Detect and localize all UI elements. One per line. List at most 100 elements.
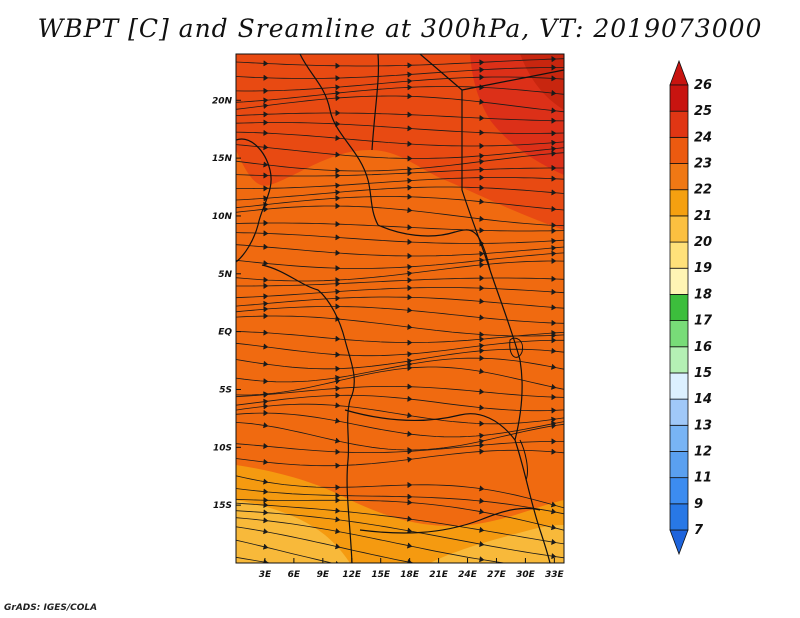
streamline-arrow: [263, 144, 269, 151]
streamline-arrow: [407, 193, 413, 200]
streamline-arrow: [407, 277, 413, 284]
streamline: [236, 131, 564, 147]
streamline-arrow: [263, 501, 269, 509]
streamline: [236, 412, 564, 438]
streamline: [236, 517, 508, 563]
streamline-arrow: [407, 284, 413, 292]
streamline-arrow: [263, 306, 269, 313]
streamline-arrow: [479, 66, 485, 73]
streamline-arrow: [407, 93, 413, 100]
colorbar-label: 19: [694, 261, 712, 276]
streamline-arrow: [407, 323, 413, 331]
streamline: [236, 331, 564, 343]
streamline: [236, 177, 564, 189]
streamline-arrow: [407, 412, 413, 419]
streamline: [236, 403, 564, 425]
colorbar-swatch: [669, 451, 689, 479]
streamline-arrow: [551, 222, 557, 229]
streamline-arrow: [551, 117, 557, 124]
streamline-arrow: [407, 270, 413, 277]
streamline-arrow: [479, 336, 485, 343]
streamline-arrow: [551, 407, 557, 414]
streamline-arrow: [407, 238, 413, 246]
colorbar-swatch: [669, 215, 689, 243]
streamline: [236, 95, 564, 113]
streamline-arrow: [551, 164, 557, 172]
field-zone-southeast: [430, 525, 564, 563]
streamline-arrow: [479, 166, 485, 173]
streamline: [236, 306, 564, 324]
streamline-arrow: [335, 335, 341, 342]
streamline-arrow: [263, 119, 269, 126]
streamline-arrow: [335, 172, 341, 179]
map-panel: [236, 54, 564, 575]
streamline-arrow: [551, 288, 557, 296]
streamline-arrow: [263, 206, 269, 213]
streamline-arrow: [407, 307, 413, 314]
streamline: [236, 441, 564, 453]
streamline-arrow: [407, 184, 413, 191]
streamline-arrow: [407, 125, 413, 132]
streamline-arrow: [551, 237, 557, 245]
streamline-arrow: [551, 337, 557, 344]
colorbar-label: 18: [694, 287, 712, 302]
streamline-arrow: [551, 319, 557, 327]
streamline-arrow: [407, 224, 413, 231]
streamline-arrow: [479, 184, 485, 191]
streamline-arrow: [335, 220, 341, 228]
streamline: [236, 152, 564, 172]
streamline-arrow: [263, 300, 269, 307]
streamline-arrow: [551, 553, 557, 560]
streamline-arrow: [480, 570, 485, 575]
streamline-arrow: [335, 288, 341, 295]
streamline-arrow: [263, 442, 269, 450]
streamline-arrow: [551, 257, 557, 265]
streamline-arrow: [407, 456, 413, 463]
streamline-arrow: [407, 515, 413, 522]
streamline-arrow: [479, 448, 485, 455]
colorbar-label: 25: [694, 104, 712, 119]
streamline-arrow: [551, 150, 557, 157]
streamline-arrow: [407, 140, 413, 147]
streamline-arrow: [263, 378, 269, 385]
streamline-arrow: [335, 134, 341, 142]
streamline: [236, 167, 564, 177]
streamline-arrow: [334, 543, 341, 550]
colorbar-swatch: [669, 372, 689, 400]
streamline-arrow: [335, 528, 341, 535]
streamline-arrow: [263, 422, 269, 429]
streamline-arrow: [550, 383, 557, 390]
streamline-arrow: [263, 478, 269, 485]
streamline-arrow: [335, 507, 341, 514]
streamline: [236, 222, 564, 232]
streamline-arrow: [407, 395, 413, 402]
colorbar-swatch: [669, 267, 689, 295]
streamline: [236, 315, 564, 337]
colorbar-swatch: [669, 163, 689, 191]
streamline-arrow: [263, 230, 269, 237]
x-tick-label: 18E: [400, 570, 420, 580]
streamline-arrow: [550, 508, 557, 515]
streamline-arrow: [335, 195, 341, 202]
streamline-arrow: [479, 227, 485, 234]
streamline-arrow: [551, 538, 557, 546]
streamline-arrow: [335, 402, 341, 409]
streamline-arrow: [335, 448, 341, 455]
streamline-arrow: [407, 481, 413, 489]
streamline-arrow: [551, 55, 557, 63]
streamline: [236, 76, 564, 92]
colorbar-label: 14: [694, 392, 712, 407]
colorbar-label: 9: [694, 497, 703, 512]
colorbar-label: 22: [694, 183, 712, 198]
streamline-arrow: [551, 175, 557, 182]
streamline-arrow: [407, 263, 413, 271]
streamline-arrow: [479, 354, 485, 362]
streamline-arrow: [263, 102, 269, 110]
streamline-arrow: [263, 312, 269, 320]
colorbar-lower-arrow: [669, 529, 689, 556]
y-tick-label: 15N: [212, 154, 233, 164]
streamline-arrow: [479, 274, 485, 282]
colorbar-swatch: [669, 84, 689, 112]
streamline-arrow: [479, 556, 485, 563]
x-tick-label: 27E: [487, 570, 507, 580]
